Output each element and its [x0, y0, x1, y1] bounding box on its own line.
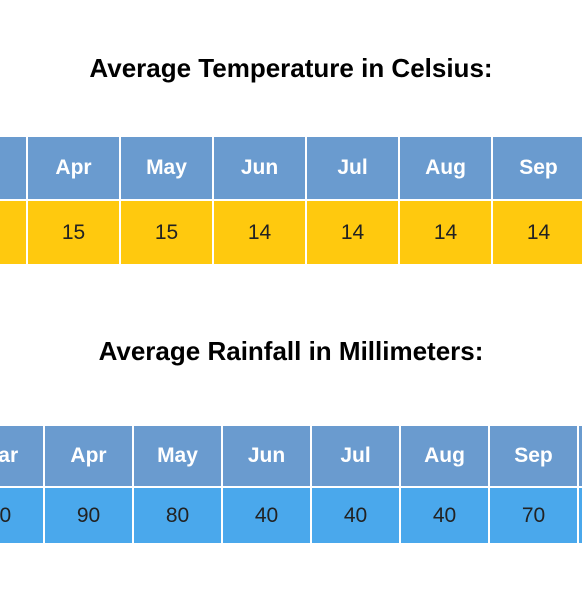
rainfall-table: MarAprMayJunJulAugSepOct60908040404070	[0, 426, 582, 545]
value-row: 15 15 14 14 14 14	[0, 201, 582, 266]
header-cell-apr: Apr	[28, 137, 121, 201]
value-cell-apr: 90	[45, 488, 134, 545]
header-cell-may: May	[134, 426, 223, 488]
rainfall-table-title: Average Rainfall in Millimeters:	[98, 336, 484, 366]
value-cell-jul: 14	[307, 201, 400, 266]
value-cell-sep: 70	[490, 488, 579, 545]
value-cell-apr: 15	[28, 201, 121, 266]
temperature-table: MarAprMayJunJulAugSep151514141414	[0, 137, 582, 266]
value-cell-jun: 14	[214, 201, 307, 266]
value-cell-aug: 14	[400, 201, 493, 266]
header-row: MarAprMayJunJulAugSepOct	[0, 426, 582, 488]
header-cell-jul: Jul	[312, 426, 401, 488]
value-cell-may: 80	[134, 488, 223, 545]
temperature-table-title: Average Temperature in Celsius:	[89, 53, 493, 83]
header-cell-mar: Mar	[0, 426, 45, 488]
header-cell-sep: Sep	[490, 426, 579, 488]
value-cell-jun: 40	[223, 488, 312, 545]
header-cell-sep: Sep	[493, 137, 582, 201]
value-row: 60908040404070	[0, 488, 582, 545]
header-cell-aug: Aug	[401, 426, 490, 488]
header-cell-may: May	[121, 137, 214, 201]
value-cell-oct	[579, 488, 582, 545]
value-cell-sep: 14	[493, 201, 582, 266]
header-cell-jun: Jun	[223, 426, 312, 488]
header-cell-jul: Jul	[307, 137, 400, 201]
header-cell-oct: Oct	[579, 426, 582, 488]
value-cell-mar: 60	[0, 488, 45, 545]
value-cell-may: 15	[121, 201, 214, 266]
header-row: MarAprMayJunJulAugSep	[0, 137, 582, 201]
header-cell-apr: Apr	[45, 426, 134, 488]
header-cell-aug: Aug	[400, 137, 493, 201]
header-cell-mar: Mar	[0, 137, 28, 201]
value-cell-mar	[0, 201, 28, 266]
value-cell-aug: 40	[401, 488, 490, 545]
header-cell-jun: Jun	[214, 137, 307, 201]
value-cell-jul: 40	[312, 488, 401, 545]
